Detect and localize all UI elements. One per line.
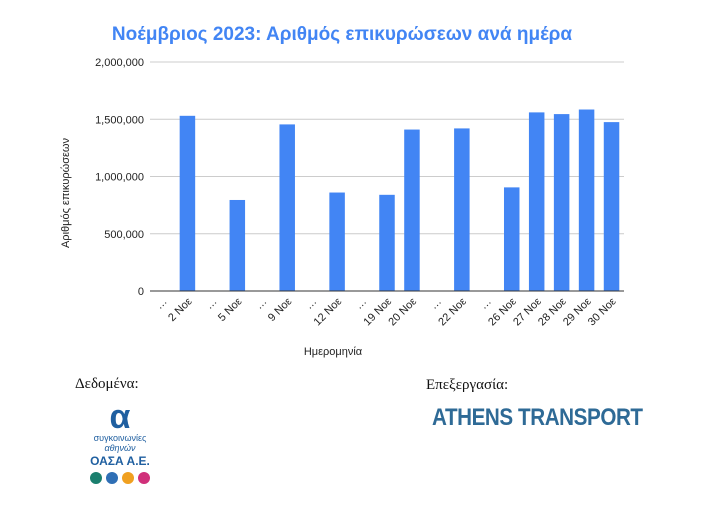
tram-icon — [138, 472, 150, 484]
bar — [379, 194, 395, 291]
x-tick-label: 5 Νοε — [216, 296, 244, 324]
bar — [179, 115, 196, 291]
y-axis-label: Αριθμός επικυρώσεων — [60, 137, 72, 248]
bar — [404, 129, 420, 291]
x-tick-label: 30 Νοε — [586, 296, 619, 329]
trolley-icon — [122, 472, 134, 484]
y-tick-label: 1,500,000 — [95, 114, 144, 126]
bar — [603, 122, 620, 291]
oasa-logo: α συγκοινωνίες αθηνών ΟΑΣΑ Α.Ε. — [80, 398, 160, 492]
y-axis-ticks: 0 500,000 1,000,000 1,500,000 2,000,000 — [95, 57, 144, 298]
bar — [279, 124, 295, 291]
bar — [454, 128, 470, 291]
transport-mode-icons — [80, 472, 160, 484]
bar-chart: Νοέμβριος 2023: Αριθμός επικυρώσεων ανά … — [60, 24, 624, 358]
x-tick-label: … — [428, 296, 444, 312]
oasa-logo-line2: αθηνών — [104, 443, 136, 453]
x-tick-label: 20 Νοε — [386, 296, 419, 329]
y-tick-label: 2,000,000 — [95, 57, 144, 69]
y-tick-label: 500,000 — [104, 229, 144, 241]
data-source-label: Δεδομένα: — [75, 376, 139, 392]
x-tick-label: … — [303, 296, 319, 312]
x-tick-label: … — [153, 296, 169, 312]
x-tick-label: … — [253, 296, 269, 312]
oasa-logo-line1: συγκοινωνίες — [93, 433, 147, 443]
x-tick-label: … — [353, 296, 369, 312]
y-tick-label: 1,000,000 — [95, 172, 144, 184]
processing-label: Επεξεργασία: — [426, 377, 509, 393]
bars — [179, 109, 620, 291]
metro-icon — [106, 472, 118, 484]
bar — [329, 192, 345, 291]
oasa-logo-line3: ΟΑΣΑ Α.Ε. — [90, 454, 150, 468]
oasa-logo-mark: α — [109, 398, 131, 436]
chart-title: Νοέμβριος 2023: Αριθμός επικυρώσεων ανά … — [112, 24, 572, 45]
x-tick-label: 22 Νοε — [436, 296, 469, 329]
athens-transport-logo: ATHENS TRANSPORT — [432, 404, 643, 431]
bar — [553, 114, 570, 291]
x-tick-label: … — [478, 296, 494, 312]
x-tick-label: 2 Νοε — [166, 296, 194, 324]
x-axis-label: Ημερομηνία — [304, 346, 363, 358]
bar — [578, 109, 595, 291]
bus-icon — [90, 472, 102, 484]
bar — [528, 112, 545, 291]
x-tick-label: … — [203, 296, 219, 312]
y-tick-label: 0 — [138, 286, 144, 298]
x-tick-label: 12 Νοε — [312, 296, 345, 329]
bar — [503, 187, 520, 291]
x-tick-label: 9 Νοε — [266, 296, 294, 324]
bar — [229, 199, 246, 291]
